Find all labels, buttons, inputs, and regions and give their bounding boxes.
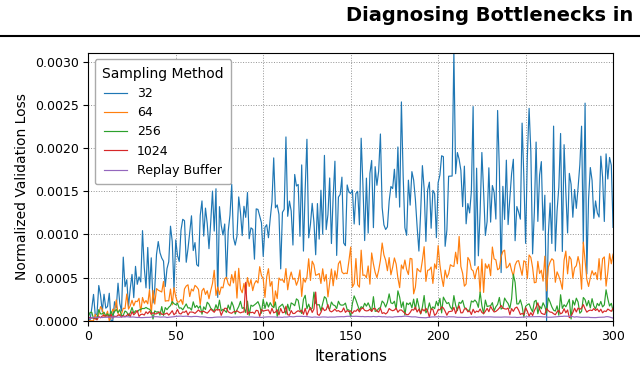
Line: 256: 256	[88, 274, 613, 319]
256	[609, 309, 617, 313]
1024	[93, 318, 101, 322]
64	[445, 271, 452, 276]
X-axis label: Iterations: Iterations	[314, 349, 387, 364]
32	[531, 210, 538, 215]
Replay Buffer	[316, 315, 323, 319]
1024	[84, 316, 92, 320]
1024	[574, 306, 582, 310]
1024	[609, 306, 617, 310]
Line: 64: 64	[88, 236, 613, 321]
64	[531, 280, 538, 285]
64	[86, 318, 94, 323]
32	[107, 318, 115, 323]
Replay Buffer	[499, 315, 507, 319]
Line: Replay Buffer: Replay Buffer	[88, 316, 613, 319]
Text: Diagnosing Bottlenecks in: Diagnosing Bottlenecks in	[346, 6, 634, 25]
64	[500, 248, 508, 252]
1024	[300, 312, 307, 316]
1024	[317, 310, 324, 315]
256	[298, 311, 305, 316]
64	[574, 254, 582, 259]
256	[574, 300, 582, 304]
Replay Buffer	[445, 315, 452, 319]
256	[499, 305, 507, 310]
64	[455, 234, 463, 239]
Line: 32: 32	[88, 52, 613, 321]
64	[84, 318, 92, 322]
256	[84, 315, 92, 319]
256	[509, 272, 517, 277]
256	[149, 317, 157, 321]
32	[609, 225, 617, 230]
Replay Buffer	[529, 314, 536, 319]
32	[450, 49, 458, 54]
64	[609, 252, 617, 257]
1024	[242, 280, 250, 285]
256	[316, 302, 323, 307]
Replay Buffer	[573, 315, 580, 319]
32	[500, 217, 508, 222]
Y-axis label: Normalized Validation Loss: Normalized Validation Loss	[15, 93, 29, 280]
Line: 1024: 1024	[88, 282, 613, 320]
32	[298, 163, 305, 167]
1024	[531, 309, 538, 313]
64	[316, 271, 323, 276]
Legend: 32, 64, 256, 1024, Replay Buffer: 32, 64, 256, 1024, Replay Buffer	[95, 59, 231, 185]
Replay Buffer	[609, 316, 617, 320]
32	[84, 313, 92, 318]
256	[445, 300, 452, 305]
Replay Buffer	[84, 316, 92, 321]
32	[574, 185, 582, 190]
32	[445, 174, 452, 179]
Replay Buffer	[177, 314, 185, 318]
1024	[500, 307, 508, 311]
64	[298, 294, 305, 299]
32	[316, 237, 323, 241]
256	[531, 299, 538, 304]
Replay Buffer	[298, 314, 305, 319]
1024	[447, 309, 454, 314]
